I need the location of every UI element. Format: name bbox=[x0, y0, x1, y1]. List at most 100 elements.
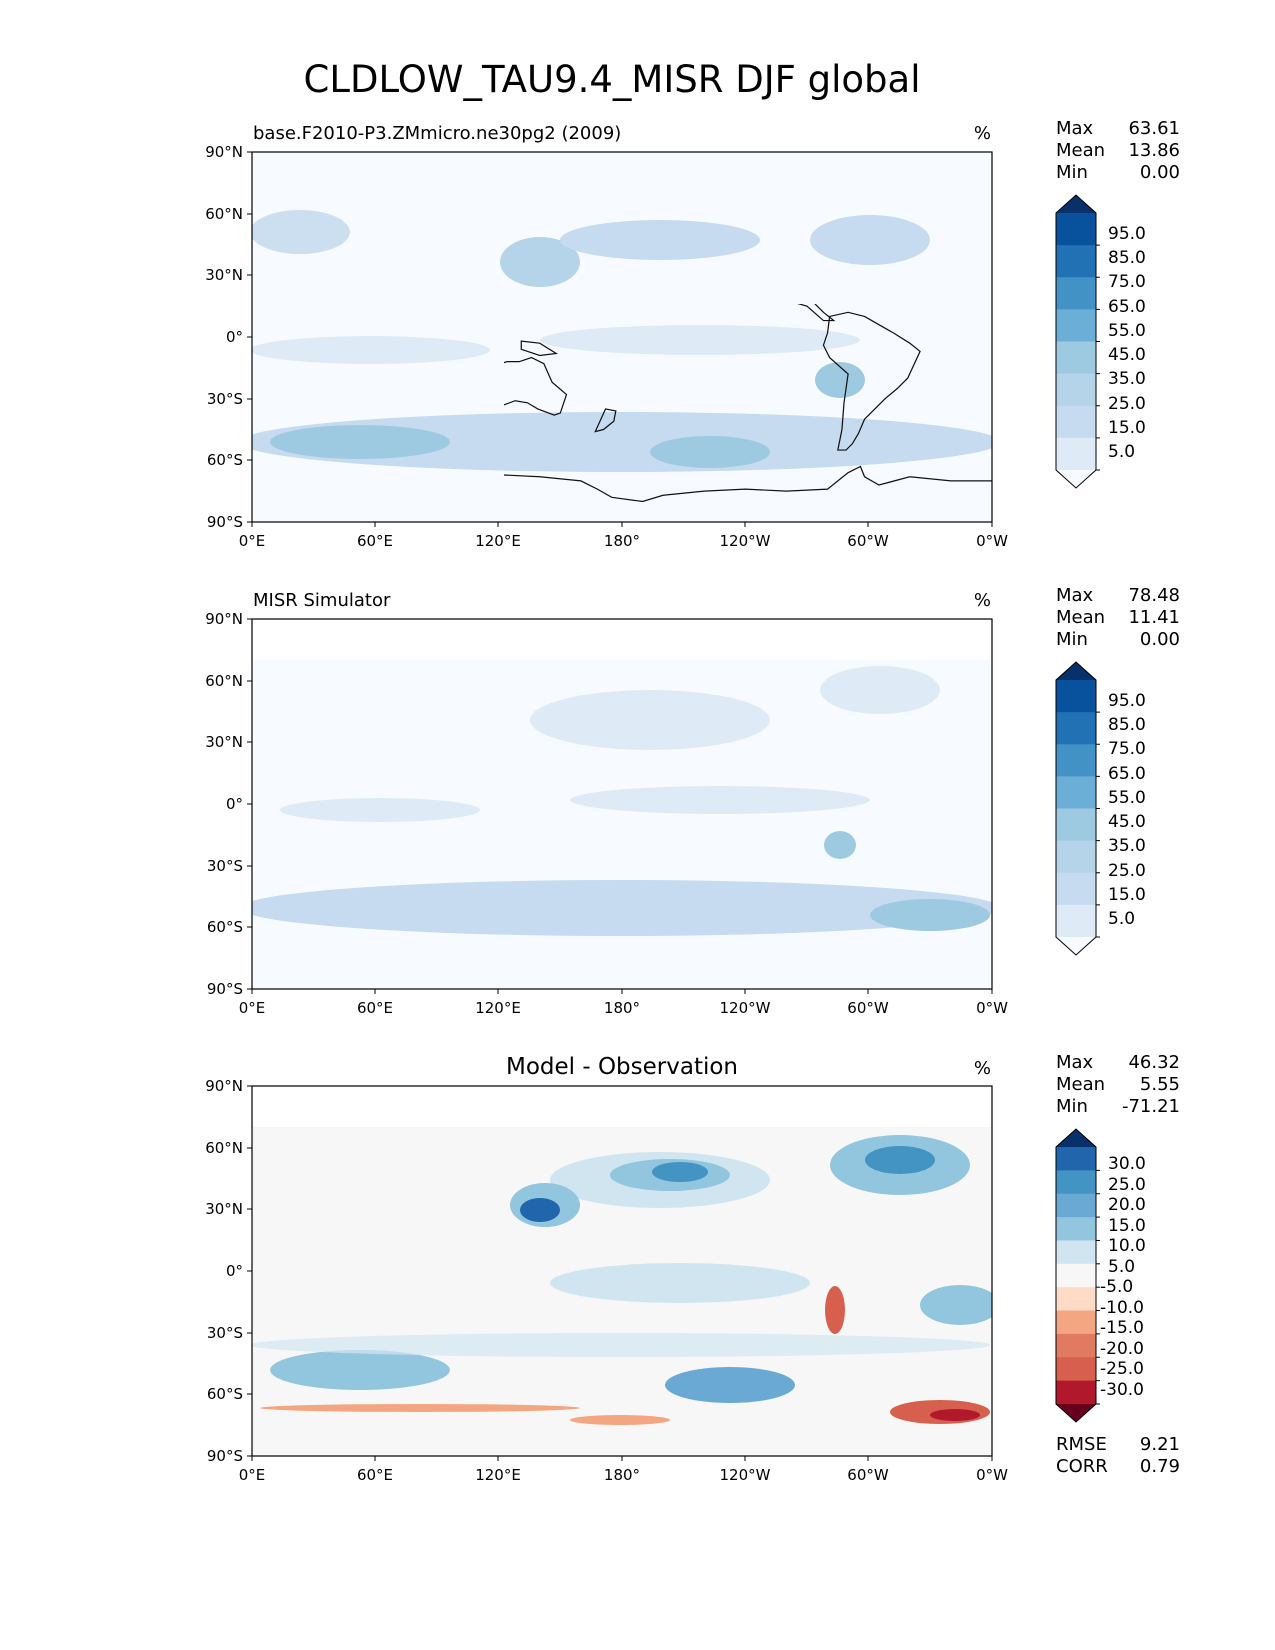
colorbar-label: 65.0 bbox=[1108, 297, 1146, 317]
field-blob bbox=[560, 220, 760, 260]
field-blob bbox=[570, 786, 870, 814]
x-tick-label: 60°E bbox=[357, 532, 393, 550]
field-blob bbox=[540, 325, 860, 355]
colorbar-swatch bbox=[1056, 840, 1096, 874]
colorbar-label: 30.0 bbox=[1108, 1154, 1146, 1174]
field-blob bbox=[252, 1333, 990, 1357]
colorbar-extend-bottom bbox=[1056, 470, 1096, 488]
colorbar-label: 20.0 bbox=[1108, 1195, 1146, 1215]
stat-label: Min bbox=[1056, 162, 1088, 183]
y-tick-label: 30°S bbox=[207, 1324, 243, 1342]
panel-title: MISR Simulator bbox=[253, 590, 391, 611]
stat-value: 11.41 bbox=[1128, 607, 1180, 628]
stat-value: 63.61 bbox=[1128, 118, 1180, 139]
colorbar-swatch bbox=[1056, 309, 1096, 342]
units-label: % bbox=[974, 123, 991, 144]
x-tick-label: 0°E bbox=[239, 999, 266, 1017]
colorbar-label: 5.0 bbox=[1108, 442, 1135, 462]
x-tick-label: 120°E bbox=[475, 999, 521, 1017]
field-blob bbox=[930, 1409, 980, 1421]
field-blob bbox=[252, 880, 992, 936]
colorbar-label: 35.0 bbox=[1108, 836, 1146, 856]
colorbar-swatch bbox=[1056, 808, 1096, 842]
field-blob bbox=[870, 899, 990, 931]
colorbar-label: 25.0 bbox=[1108, 861, 1146, 881]
y-tick-label: 60°S bbox=[207, 918, 243, 936]
colorbar-swatch bbox=[1056, 872, 1096, 906]
axis-ticks bbox=[247, 618, 993, 994]
colorbar-label: 15.0 bbox=[1108, 885, 1146, 905]
colorbar-label: 15.0 bbox=[1108, 418, 1146, 438]
colorbar: 30.0 25.0 20.0 15.0 10.0 5.0 -5.0 -10.0 … bbox=[1055, 1128, 1146, 1423]
y-tick-label: 0° bbox=[226, 795, 243, 813]
y-tick-label: 90°S bbox=[207, 980, 243, 998]
colorbar-swatch bbox=[1056, 776, 1096, 809]
colorbar-extend-bottom bbox=[1056, 937, 1096, 955]
stat-label: Mean bbox=[1056, 140, 1105, 161]
colorbar-label: 65.0 bbox=[1108, 764, 1146, 784]
x-tick-label: 120°W bbox=[720, 999, 771, 1017]
field-blob bbox=[260, 1404, 580, 1412]
stat-value: 9.21 bbox=[1140, 1434, 1180, 1455]
y-tick-label: 30°N bbox=[205, 733, 243, 751]
x-tick-label: 60°W bbox=[847, 999, 889, 1017]
polar-mask bbox=[253, 1087, 991, 1127]
colorbar-label: 85.0 bbox=[1108, 248, 1146, 268]
x-tick-label: 120°E bbox=[475, 532, 521, 550]
axis-ticks bbox=[247, 1085, 993, 1461]
x-tick-label: 0°W bbox=[976, 999, 1008, 1017]
colorbar-label: 35.0 bbox=[1108, 369, 1146, 389]
stat-value: 0.79 bbox=[1140, 1456, 1180, 1477]
y-tick-label: 30°N bbox=[205, 1200, 243, 1218]
x-tick-label: 60°E bbox=[357, 1466, 393, 1484]
colorbar-swatch bbox=[1056, 1357, 1096, 1382]
y-tick-label: 30°N bbox=[205, 266, 243, 284]
colorbar-swatch bbox=[1056, 1147, 1096, 1171]
field-blob bbox=[520, 1198, 560, 1222]
field-blob bbox=[815, 362, 865, 398]
colorbar-label: 25.0 bbox=[1108, 1175, 1146, 1195]
field-blob bbox=[550, 1263, 810, 1303]
x-tick-label: 60°W bbox=[847, 1466, 889, 1484]
x-tick-label: 180° bbox=[604, 1466, 640, 1484]
panel-reference: MISR Simulator % 0°E 60°E 120°E 180° 120… bbox=[205, 585, 1180, 1017]
y-tick-label: 60°N bbox=[205, 205, 243, 223]
field-blob bbox=[570, 1415, 670, 1425]
field-blob bbox=[252, 412, 992, 472]
colorbar-label: 95.0 bbox=[1108, 224, 1146, 244]
stat-value: 46.32 bbox=[1128, 1052, 1180, 1073]
stat-value: 78.48 bbox=[1128, 585, 1180, 606]
stat-label: Min bbox=[1056, 629, 1088, 650]
field-blob bbox=[865, 1146, 935, 1174]
colorbar-label: 55.0 bbox=[1108, 321, 1146, 341]
field-blob bbox=[270, 1350, 450, 1390]
stat-label: RMSE bbox=[1056, 1434, 1107, 1455]
y-tick-label: 90°N bbox=[205, 143, 243, 161]
y-tick-label: 60°N bbox=[205, 672, 243, 690]
stat-label: Max bbox=[1056, 118, 1094, 139]
x-tick-label: 0°E bbox=[239, 1466, 266, 1484]
x-tick-label: 0°W bbox=[976, 1466, 1008, 1484]
colorbar-swatch bbox=[1056, 744, 1096, 777]
colorbar-swatch bbox=[1056, 1380, 1096, 1405]
field-blob bbox=[252, 210, 350, 254]
colorbar-swatch bbox=[1056, 245, 1096, 278]
colorbar-swatch bbox=[1056, 1217, 1096, 1241]
units-label: % bbox=[974, 1058, 991, 1079]
colorbar-label: -25.0 bbox=[1100, 1359, 1144, 1379]
x-tick-label: 0°W bbox=[976, 532, 1008, 550]
colorbar-swatch bbox=[1056, 373, 1096, 407]
colorbar-label: 5.0 bbox=[1108, 909, 1135, 929]
polar-mask bbox=[253, 620, 991, 660]
panel-test: base.F2010-P3.ZMmicro.ne30pg2 (2009) % 0… bbox=[205, 118, 1180, 550]
field-blob bbox=[280, 798, 480, 822]
field-layer bbox=[252, 666, 992, 936]
x-tick-label: 0°E bbox=[239, 532, 266, 550]
colorbar-label: -15.0 bbox=[1100, 1318, 1144, 1338]
colorbar-label: 5.0 bbox=[1108, 1257, 1135, 1277]
colorbar-extend-bottom bbox=[1056, 1404, 1096, 1422]
y-tick-label: 0° bbox=[226, 328, 243, 346]
stat-label: CORR bbox=[1056, 1456, 1108, 1477]
colorbar-label: 55.0 bbox=[1108, 788, 1146, 808]
